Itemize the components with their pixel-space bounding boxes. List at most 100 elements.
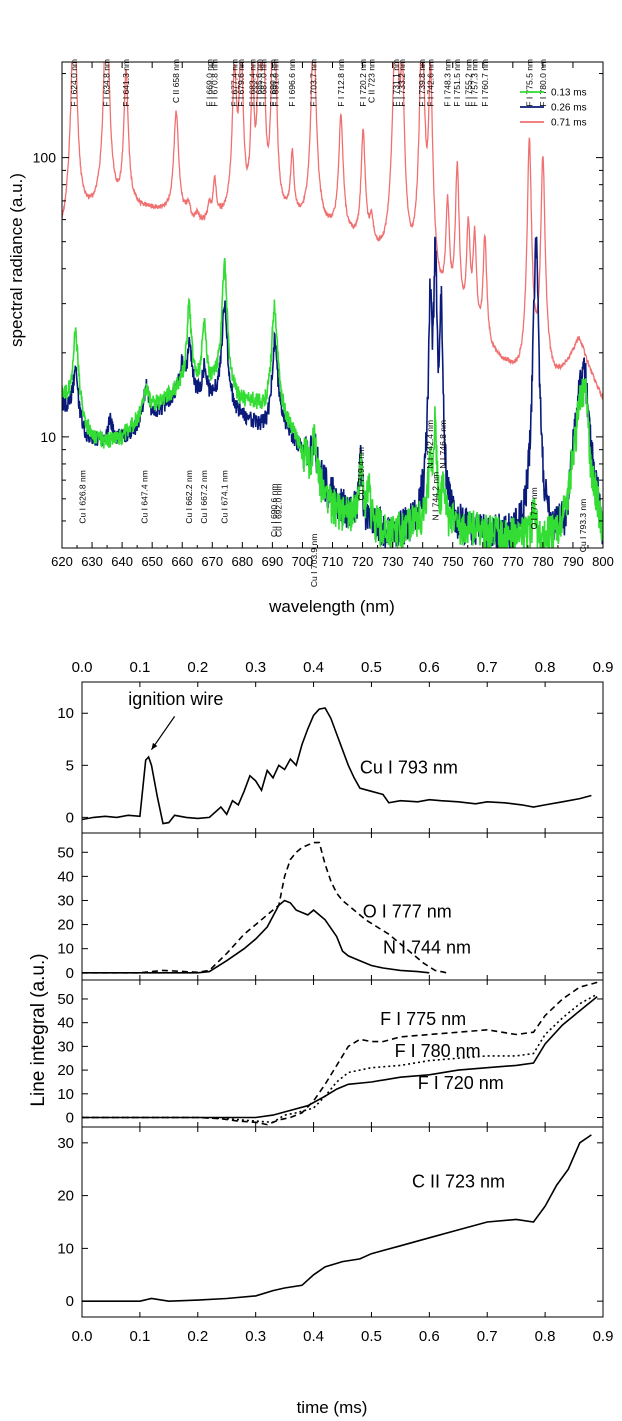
time-x-axis-label: time (ms)	[297, 1398, 368, 1417]
spectrum-top-line-label: F I 703.7 nm	[309, 59, 319, 107]
spectrum-x-tick-label: 690	[262, 554, 284, 569]
spectrum-top-line-label: F I 720.2 nm	[358, 59, 368, 107]
spectrum-top-line-label: F I 696.6 nm	[287, 59, 297, 107]
spectrum-top-line-label: F I 731.1 nm	[391, 59, 401, 107]
spectrum-x-tick-label: 750	[442, 554, 464, 569]
panel-y-tick-label: 10	[57, 941, 74, 958]
trace-line-solid	[82, 1134, 592, 1303]
legend-label: 0.71 ms	[551, 118, 587, 129]
trace-label: O I 777 nm	[363, 901, 452, 921]
time-y-axis-label: Line integral (a.u.)	[28, 953, 49, 1106]
trace-label: N I 744 nm	[383, 937, 471, 957]
spectrum-line-label: Cu I 690.6 nm	[269, 484, 279, 537]
time-x-tick-label-top: 0.3	[245, 659, 266, 676]
spectrum-top-line-label: F I 685.6 nm	[254, 59, 264, 107]
panel-y-tick-label: 50	[57, 844, 74, 861]
spectrum-x-tick-label: 640	[111, 554, 133, 569]
panel-y-tick-label: 40	[57, 868, 74, 885]
ignition-arrow-head	[151, 742, 158, 750]
panel-frame	[81, 832, 604, 981]
spectrum-x-tick-label: 730	[382, 554, 404, 569]
time-x-tick-label: 0.3	[245, 1328, 266, 1345]
time-x-tick-label-top: 0.4	[303, 659, 324, 676]
spectrum-top-line-label: F I 679.6 nm	[236, 59, 246, 107]
spectrum-top-line-label: F I 624.0 nm	[69, 59, 79, 107]
spectrum-line-label: Cu I 703.9 nm	[309, 534, 319, 587]
legend-label: 0.13 ms	[551, 88, 587, 99]
spectrum-top-line-label: F I 712.8 nm	[336, 59, 346, 107]
spectrum-y-axis-label: spectral radiance (a.u.)	[7, 173, 26, 347]
time-x-tick-label-top: 0.9	[593, 659, 614, 676]
spectrum-top-line-label: F I 742.6 nm	[426, 59, 436, 107]
spectrum-top-line-label: F I 683.4 nm	[248, 59, 258, 107]
panel-frame	[81, 979, 604, 1128]
spectrum-line-label: N I 744.2 nm	[430, 472, 440, 521]
time-x-tick-label: 0.0	[72, 1328, 93, 1345]
time-x-tick-label: 0.9	[593, 1328, 614, 1345]
time-x-tick-label-top: 0.2	[187, 659, 208, 676]
time-x-tick-label: 0.5	[361, 1328, 382, 1345]
spectrum-line-label: O I 777 nm	[529, 487, 539, 529]
series-line-071	[62, 62, 603, 400]
trace-label: Cu I 793 nm	[360, 758, 458, 778]
spectrum-line-label: Cu I 662.2 nm	[184, 470, 194, 523]
spectrum-y-tick-label: 100	[33, 150, 57, 166]
spectrum-top-line-label: F I 780.0 nm	[538, 59, 548, 107]
panel-y-tick-label: 10	[57, 1240, 74, 1257]
panel-y-tick-label: 20	[57, 1188, 74, 1205]
spectrum-x-tick-label: 680	[231, 554, 253, 569]
trace-label: F I 720 nm	[418, 1073, 504, 1093]
panel-y-tick-label: 10	[57, 705, 74, 722]
panel-y-tick-label: 0	[66, 965, 74, 982]
spectrum-top-line-label: F I 755.2 nm	[463, 59, 473, 107]
spectrum-top-line-label: F I 691.0 nm	[270, 59, 280, 107]
spectrum-top-line-label: F I 757.3 nm	[470, 59, 480, 107]
spectrum-top-line-label: F I 677.4 nm	[230, 59, 240, 107]
spectrum-top-line-label: F I 634.8 nm	[102, 59, 112, 107]
panel-y-tick-label: 0	[66, 809, 74, 826]
time-panel-4: 0 10 20 30 C II 723 nm	[57, 1126, 604, 1318]
panel-y-tick-label: 0	[66, 1293, 74, 1310]
spectrum-x-tick-label: 780	[532, 554, 554, 569]
spectrum-x-tick-label: 670	[201, 554, 223, 569]
time-panel-1: 0 5 10 Cu I 793 nm ignition wire	[57, 681, 604, 834]
trace-line-dashed	[82, 841, 447, 974]
time-x-tick-label: 0.1	[129, 1328, 150, 1345]
spectrum-line-label: N I 742.4 nm	[425, 420, 435, 469]
time-x-tick-label-top: 0.7	[477, 659, 498, 676]
spectrum-chart: 620 630 640 650 660 670 680 690 700 710 720 730 740 7…	[33, 59, 614, 587]
trace-line-dashed	[82, 981, 598, 1126]
spectrum-x-tick-label: 700	[292, 554, 314, 569]
spectrum-x-tick-label: 800	[592, 554, 614, 569]
time-x-tick-label-top: 0.6	[419, 659, 440, 676]
trace-line-solid	[82, 899, 430, 974]
spectrum-line-label: N I 746.8 nm	[438, 420, 448, 469]
panel-y-tick-label: 30	[57, 1135, 74, 1152]
trace-label: F I 780 nm	[395, 1041, 481, 1061]
panel-y-tick-label: 20	[57, 1062, 74, 1079]
spectrum-top-line-label: F I 760.7 nm	[480, 59, 490, 107]
panel-y-tick-label: 50	[57, 991, 74, 1008]
time-trace-chart: 0 5 10 Cu I 793 nm ignition wire 0 10 20 30 40 50 O…	[57, 659, 613, 1345]
spectrum-top-line-label: F I 733.2 nm	[397, 59, 407, 107]
time-x-tick-label-top: 0.8	[535, 659, 556, 676]
time-x-tick-label-top: 0.5	[361, 659, 382, 676]
spectrum-top-line-label: F I 641.3 nm	[121, 59, 131, 107]
time-x-tick-label: 0.4	[303, 1328, 324, 1345]
panel-y-tick-label: 10	[57, 1086, 74, 1103]
spectrum-x-axis-label: wavelength (nm)	[268, 597, 395, 616]
trace-line-solid	[82, 995, 598, 1119]
trace-label: C II 723 nm	[412, 1172, 505, 1192]
panel-frame	[81, 1126, 604, 1318]
spectrum-x-tick-label: 770	[502, 554, 524, 569]
spectrum-line-label: Cu I 719.4 nm	[356, 447, 366, 500]
spectrum-top-line-label: F I 748.3 nm	[443, 59, 453, 107]
spectrum-x-tick-label: 620	[51, 554, 73, 569]
time-x-tick-label: 0.6	[419, 1328, 440, 1345]
ignition-arrow-shaft	[150, 716, 176, 751]
panel-y-tick-label: 5	[66, 757, 74, 774]
spectrum-top-line-label: C II 723 nm	[367, 59, 377, 103]
spectrum-x-tick-label: 710	[322, 554, 344, 569]
spectrum-top-line-label: C II 658 nm	[171, 59, 181, 103]
